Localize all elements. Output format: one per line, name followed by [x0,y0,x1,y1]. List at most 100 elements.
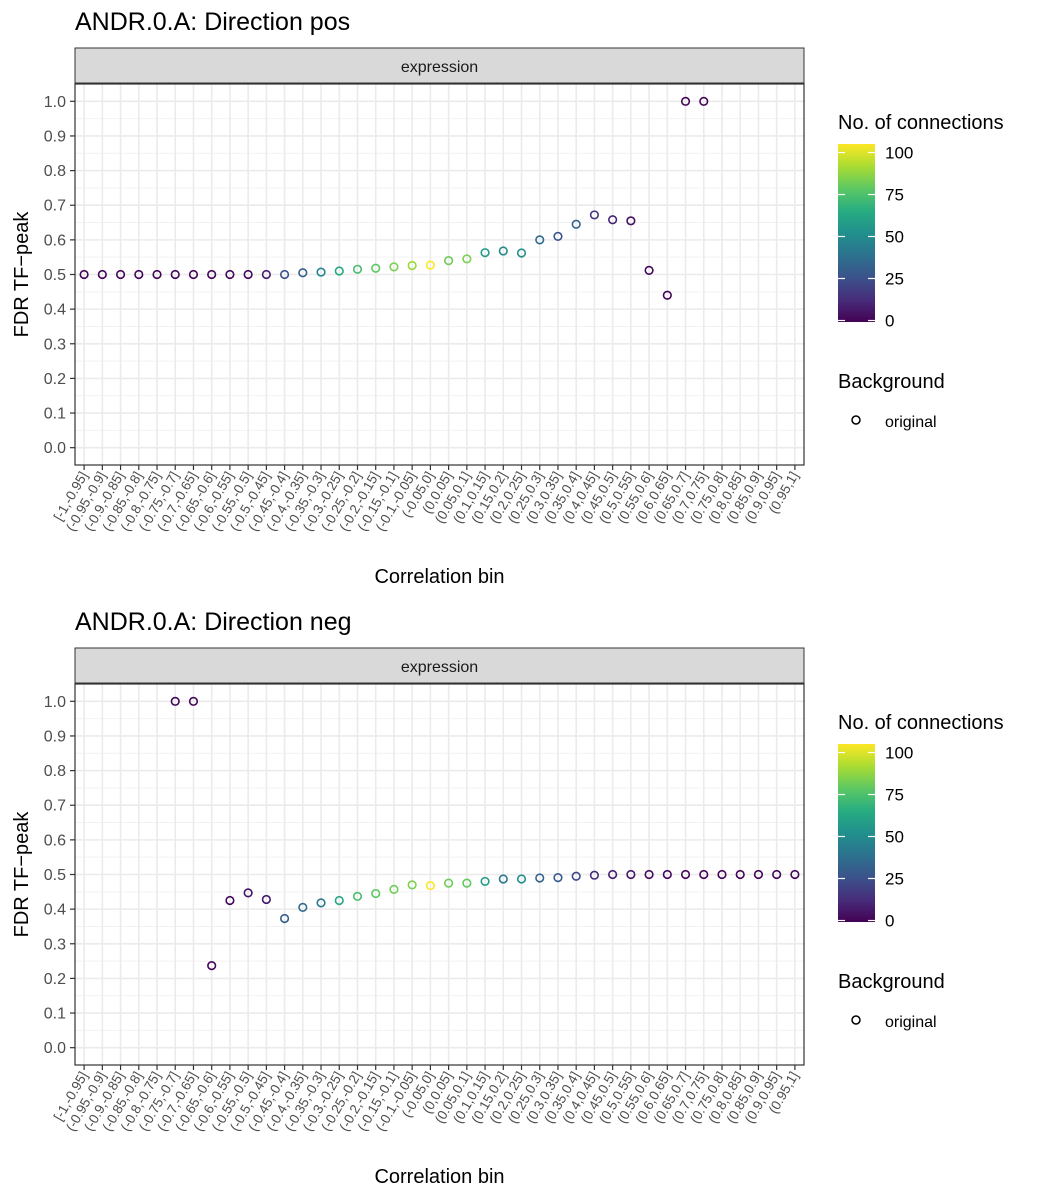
data-point [644,869,654,880]
facet-strip [74,647,805,684]
chart-title: ANDR.0.A: Direction neg [75,608,352,636]
chart-panel-neg: ANDR.0.A: Direction neg expression 0.0 0.… [11,608,1004,1188]
chart-panel-pos: ANDR.0.A: Direction pos expression 0.0 0.… [11,8,1004,588]
data-point [279,269,290,280]
data-point [626,216,636,226]
y-tick-label: 0.9 [44,128,66,145]
y-tick-label: 0.7 [44,198,66,215]
data-point [352,264,363,274]
data-point [662,869,672,880]
y-tick-label: 0.3 [44,936,66,953]
data-point [717,869,727,880]
x-axis-title: Correlation bin [374,1166,504,1188]
data-point [298,268,308,278]
facet-strip-label: expression [401,659,478,676]
data-point [316,898,326,908]
legend-color-title: No. of connections [838,712,1004,734]
data-point [553,873,563,883]
colorbar [838,744,875,922]
legend-color: No. of connections 0 25 50 75 100 [838,712,1004,931]
y-tick-label: 0.1 [44,406,66,423]
colorbar-tick-label: 25 [885,270,904,289]
data-point [79,269,89,280]
y-axis: 0.0 0.1 0.2 0.3 0.4 0.5 0.6 0.7 0.8 0.9 1.0 [44,94,75,457]
data-point [589,870,600,880]
data-point [115,269,126,280]
data-point [225,895,235,906]
data-point [699,869,709,880]
data-point [207,960,217,971]
data-point [699,96,709,106]
legend-shape-key [851,415,861,425]
data-point [444,256,454,266]
y-tick-label: 0.0 [44,1040,66,1057]
data-point [535,235,545,245]
data-point [97,269,107,280]
colorbar-tick-label: 0 [885,312,894,331]
data-point [626,869,636,880]
colorbar [838,144,875,322]
data-point [444,878,454,888]
y-tick-label: 0.2 [44,971,66,988]
data-points [79,96,709,300]
y-tick-label: 0.8 [44,163,66,180]
y-tick-label: 0.5 [44,867,66,884]
legend-shape-title: Background [838,971,945,993]
y-tick-label: 0.4 [44,302,66,319]
data-point [571,871,581,881]
data-point [407,260,417,271]
colorbar-tick-label: 50 [885,828,904,847]
y-tick-label: 1.0 [44,694,66,711]
legend-shape-key [851,1015,861,1025]
data-point [371,263,381,273]
data-point [608,869,618,880]
y-tick-label: 0.7 [44,798,66,815]
colorbar-tick-label: 100 [885,744,913,763]
chart-title: ANDR.0.A: Direction pos [75,8,350,36]
data-point [480,876,490,887]
data-point [316,267,326,277]
facet-strip-label: expression [401,59,478,76]
data-point [170,696,180,706]
data-point [662,290,672,300]
data-point [462,254,472,264]
data-point [261,894,271,905]
data-point [152,269,162,280]
data-point [753,869,764,880]
legend-shape: Background original [838,971,945,1031]
data-point [735,869,745,880]
data-point [279,913,290,924]
y-tick-label: 0.9 [44,728,66,745]
data-point [243,269,253,280]
data-point [225,269,235,280]
colorbar-tick-label: 75 [885,186,904,205]
data-point [516,874,527,884]
data-point [498,246,508,256]
data-point [170,269,180,280]
legend-shape: Background original [838,371,945,431]
y-tick-label: 0.6 [44,232,66,249]
x-axis-title: Correlation bin [374,566,504,588]
data-point [134,269,144,280]
data-point [298,902,308,913]
data-point [425,880,435,891]
data-point [407,880,417,890]
colorbar-tick-label: 50 [885,228,904,247]
legend-color-title: No. of connections [838,112,1004,134]
x-axis: [-1,-0.95](-0.95,-0.9](-0.9,-0.85](-0.85… [51,465,801,534]
data-point [553,231,563,241]
data-point [480,248,490,258]
y-tick-label: 0.3 [44,336,66,353]
data-point [207,269,217,280]
data-point [680,869,691,880]
data-point [608,215,618,225]
data-point [188,696,199,706]
data-point [571,219,581,229]
data-point [261,269,271,280]
data-point [334,266,344,276]
legend-color: No. of connections 0 25 50 75 100 [838,112,1004,331]
y-tick-label: 0.0 [44,440,66,457]
data-point [389,262,399,272]
data-point [334,895,344,906]
